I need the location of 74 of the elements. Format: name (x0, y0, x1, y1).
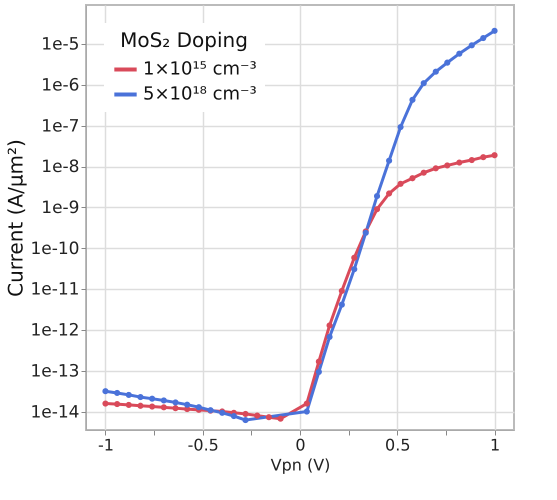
point (432, 165, 439, 172)
point (456, 159, 462, 166)
point (254, 412, 260, 419)
point (277, 416, 284, 422)
y-tick-label: 1e-11 (30, 280, 80, 300)
y-tick-label: 1e-7 (41, 116, 80, 136)
point (432, 68, 439, 75)
x-tick-label: 0.5 (385, 436, 410, 454)
point (386, 190, 392, 197)
point (102, 388, 109, 394)
y-axis-title: Current (A/μm²) (3, 139, 28, 297)
point (444, 162, 450, 168)
y-tick-label: 1e-9 (41, 198, 80, 218)
x-tick-label: 0 (295, 436, 306, 454)
point (326, 334, 333, 340)
point (456, 50, 462, 57)
x-axis-title: Vpn (V) (270, 456, 330, 474)
point (351, 254, 358, 261)
point (114, 401, 120, 408)
point (338, 288, 345, 294)
point (160, 397, 167, 404)
point (172, 405, 179, 412)
point (468, 156, 475, 164)
point (409, 175, 416, 182)
point (149, 396, 156, 402)
point (126, 392, 132, 398)
y-tick-label: 1e-14 (30, 402, 80, 422)
point (420, 170, 427, 176)
legend-label: 5×10¹⁸ cm⁻³ (143, 84, 257, 104)
point (326, 322, 333, 329)
point (491, 152, 498, 158)
y-tick-label: 1e-13 (30, 361, 80, 382)
y-tick-label: 1e-6 (41, 75, 80, 96)
point (149, 403, 156, 410)
point (137, 394, 144, 400)
point (304, 408, 310, 415)
point (137, 402, 144, 409)
point (444, 60, 450, 66)
point (398, 124, 404, 130)
y-tick-label: 1e-8 (41, 157, 80, 178)
point (196, 404, 202, 410)
point (304, 400, 310, 407)
legend-label: 1×10¹⁵ cm⁻³ (143, 58, 257, 80)
point (242, 416, 249, 424)
point (102, 400, 109, 407)
point (266, 414, 272, 420)
point (480, 34, 486, 42)
point (126, 402, 132, 408)
point (351, 266, 358, 272)
point (468, 42, 475, 48)
point (172, 399, 179, 406)
x-tick-label: -0.5 (188, 436, 219, 454)
point (338, 302, 345, 308)
point (420, 80, 427, 86)
y-tick-label: 1e-10 (30, 238, 80, 259)
point (480, 154, 486, 160)
point (160, 404, 167, 410)
x-tick-label: -1 (98, 436, 114, 454)
point (409, 96, 416, 103)
point (398, 180, 404, 187)
y-tick-label: 1e-12 (30, 320, 80, 341)
y-tick-label: 1e-5 (41, 34, 80, 55)
point (242, 410, 249, 418)
point (491, 28, 498, 34)
point (230, 412, 237, 420)
legend-title: MoS₂ Doping (120, 28, 248, 52)
point (386, 158, 392, 164)
point (374, 193, 380, 200)
x-tick-label: 1 (490, 436, 500, 454)
point (184, 402, 190, 408)
point (316, 368, 322, 375)
point (114, 390, 120, 396)
point (316, 358, 322, 365)
point (374, 206, 380, 212)
